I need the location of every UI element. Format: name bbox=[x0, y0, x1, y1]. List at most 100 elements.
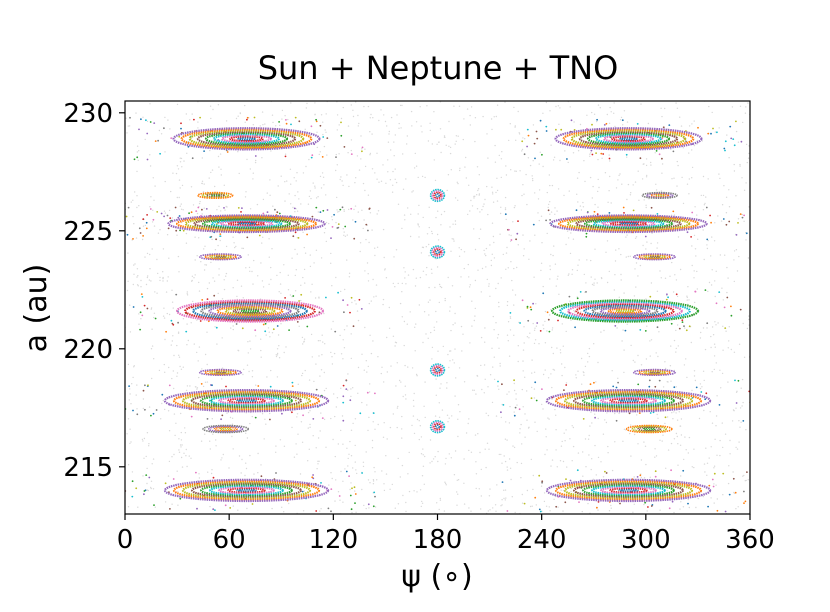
sea-point bbox=[348, 453, 350, 455]
sea-point bbox=[498, 154, 500, 157]
sea-point bbox=[148, 406, 151, 408]
sea-point bbox=[342, 501, 344, 503]
sea-point bbox=[439, 499, 442, 501]
sea-point bbox=[548, 418, 550, 420]
sea-point bbox=[319, 175, 322, 178]
sea-point bbox=[419, 425, 421, 427]
scatter-point bbox=[732, 477, 735, 480]
sea-point bbox=[407, 473, 409, 475]
sea-point bbox=[500, 453, 502, 456]
sea-point bbox=[717, 215, 719, 217]
sea-point bbox=[150, 480, 153, 482]
scatter-point bbox=[237, 207, 240, 209]
sea-point bbox=[506, 334, 509, 336]
sea-point bbox=[397, 503, 400, 505]
sea-point bbox=[331, 363, 334, 365]
sea-point bbox=[316, 468, 318, 470]
scatter-point bbox=[673, 386, 676, 389]
sea-point bbox=[586, 114, 588, 117]
scatter-point bbox=[594, 416, 596, 419]
sea-point bbox=[417, 176, 419, 179]
sea-point bbox=[673, 177, 675, 179]
sea-point bbox=[686, 299, 688, 301]
sea-point bbox=[326, 154, 328, 156]
sea-point bbox=[352, 219, 354, 221]
island-orbit bbox=[433, 366, 442, 374]
sea-point bbox=[336, 397, 339, 399]
sea-point bbox=[544, 369, 546, 371]
sea-point bbox=[469, 342, 471, 344]
scatter-point bbox=[203, 150, 206, 153]
sea-point bbox=[317, 211, 319, 213]
sea-point bbox=[505, 252, 508, 254]
sea-point bbox=[484, 198, 486, 201]
scatter-point bbox=[545, 125, 548, 128]
sea-point bbox=[511, 279, 513, 282]
sea-point bbox=[354, 205, 357, 207]
x-tick-label: 240 bbox=[517, 525, 567, 555]
scatter-point bbox=[298, 300, 300, 302]
sea-point bbox=[198, 202, 201, 205]
scatter-point bbox=[246, 116, 249, 119]
scatter-point bbox=[274, 208, 276, 211]
sea-point bbox=[352, 422, 354, 425]
sea-point bbox=[505, 497, 507, 499]
sea-point bbox=[467, 422, 469, 425]
island-orbit bbox=[209, 370, 232, 375]
sea-point bbox=[303, 246, 305, 249]
sea-point bbox=[746, 161, 748, 164]
sea-point bbox=[526, 203, 528, 206]
sea-point bbox=[559, 460, 562, 462]
sea-point bbox=[541, 403, 543, 406]
scatter-point bbox=[138, 227, 141, 230]
sea-point bbox=[483, 392, 485, 394]
sea-point bbox=[733, 280, 735, 283]
sea-point bbox=[606, 412, 608, 414]
sea-point bbox=[294, 290, 297, 292]
sea-point bbox=[419, 276, 422, 279]
sea-point bbox=[528, 426, 530, 428]
sea-point bbox=[478, 174, 480, 176]
scatter-point bbox=[179, 229, 182, 232]
sea-point bbox=[323, 184, 325, 186]
sea-point bbox=[713, 240, 716, 242]
sea-point bbox=[335, 406, 337, 408]
sea-point bbox=[404, 385, 406, 387]
sea-point bbox=[314, 114, 316, 116]
sea-point bbox=[308, 448, 310, 450]
island-orbit bbox=[204, 131, 289, 146]
sea-point bbox=[129, 442, 131, 445]
sea-point bbox=[415, 277, 417, 279]
sea-point bbox=[506, 469, 509, 471]
scatter-point bbox=[264, 330, 267, 333]
sea-point bbox=[588, 454, 590, 456]
sea-point bbox=[194, 236, 196, 238]
sea-point bbox=[380, 180, 383, 182]
sea-point bbox=[686, 296, 688, 299]
sea-point bbox=[620, 116, 623, 119]
scatter-point bbox=[569, 479, 572, 482]
scatter-point bbox=[285, 122, 288, 125]
sea-point bbox=[392, 170, 394, 173]
sea-point bbox=[373, 466, 375, 469]
scatter-point bbox=[530, 397, 533, 400]
sea-point bbox=[551, 398, 553, 400]
sea-point bbox=[476, 375, 479, 377]
sea-point bbox=[423, 483, 425, 485]
sea-point bbox=[670, 442, 673, 445]
sea-point bbox=[589, 153, 591, 155]
scatter-point bbox=[541, 388, 543, 390]
scatter-point bbox=[278, 212, 281, 215]
sea-point bbox=[324, 227, 327, 230]
sea-point bbox=[440, 213, 443, 216]
sea-point bbox=[680, 125, 683, 127]
sea-point bbox=[128, 399, 130, 401]
scatter-point bbox=[179, 497, 182, 500]
sea-point bbox=[320, 412, 322, 414]
scatter-point bbox=[526, 305, 529, 308]
sea-point bbox=[260, 349, 262, 352]
sea-point bbox=[621, 340, 623, 342]
sea-point bbox=[401, 415, 403, 418]
sea-point bbox=[336, 164, 338, 166]
sea-point bbox=[145, 283, 148, 286]
